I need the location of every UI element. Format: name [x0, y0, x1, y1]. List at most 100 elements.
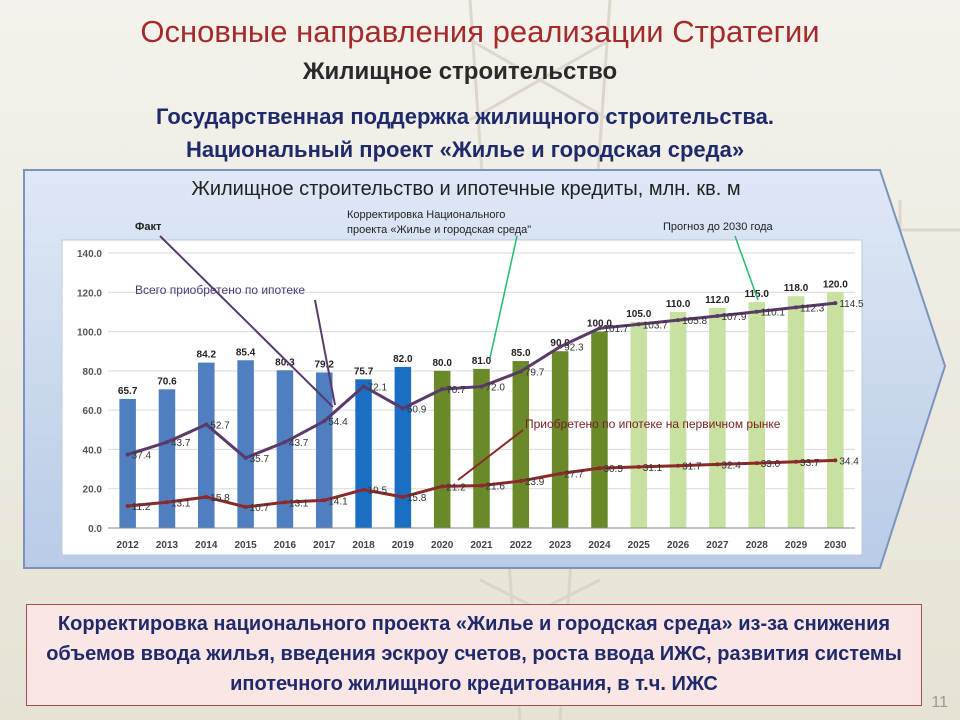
line-point [361, 487, 366, 492]
bar [355, 379, 372, 528]
x-tick-label: 2020 [431, 540, 454, 551]
line-point [754, 309, 759, 314]
x-tick-label: 2013 [156, 540, 179, 551]
line-point [636, 322, 641, 327]
slide-title: Основные направления реализации Стратеги… [140, 14, 820, 49]
line-value-label: 15.8 [407, 493, 427, 504]
line-value-label: 13.1 [289, 498, 309, 509]
line-value-label: 13.1 [171, 498, 191, 509]
line-point [794, 305, 799, 310]
bar-value-label: 90.0 [550, 338, 570, 349]
line-point [282, 440, 287, 445]
line-point [833, 301, 838, 306]
chart-annotations: Факт Корректировка Национального проекта «… [135, 209, 781, 481]
x-axis: 2012 2013 2014 2015 2016 2017 2018 2019 2020 2021… [108, 527, 855, 551]
heading-line-2: Национальный проект «Жилье и городская с… [185, 137, 745, 162]
bar-value-label: 84.2 [197, 350, 217, 361]
bar [315, 372, 333, 528]
bar-value-label: 100.0 [587, 319, 612, 330]
bar [198, 362, 215, 528]
line-value-label: 14.1 [328, 496, 348, 507]
x-tick-label: 2029 [785, 540, 808, 551]
x-tick-label: 2024 [588, 540, 611, 551]
line-value-label: 11.2 [132, 502, 151, 513]
line-point [479, 384, 484, 389]
bar-value-label: 65.7 [118, 386, 138, 397]
line-point [204, 494, 209, 499]
line-point [164, 440, 169, 445]
y-tick-label: 100.0 [77, 328, 102, 339]
line-value-label: 15.8 [210, 493, 230, 504]
x-tick-label: 2030 [824, 540, 847, 551]
x-tick-label: 2023 [549, 540, 572, 551]
x-tick-label: 2028 [746, 540, 769, 551]
line-point [361, 384, 366, 389]
bar-value-label: 120.0 [823, 279, 848, 290]
correction-annotation-line1: Корректировка Национального [347, 209, 505, 221]
bar [158, 389, 176, 528]
line-value-label: 31.7 [682, 462, 702, 473]
line-point [282, 500, 287, 505]
total-mortgage-series-label: Всего приобретено по ипотеке [135, 283, 305, 297]
line-point [833, 458, 838, 463]
line-value-label: 27.7 [564, 470, 584, 481]
line-point [715, 314, 720, 319]
x-tick-label: 2018 [352, 540, 375, 551]
line-point [518, 369, 523, 374]
line-point [243, 455, 248, 460]
line-point [400, 406, 405, 411]
x-tick-label: 2021 [470, 540, 493, 551]
y-tick-label: 120.0 [77, 288, 102, 299]
line-value-label: 52.7 [210, 420, 230, 431]
bar [512, 361, 530, 528]
x-tick-label: 2016 [274, 540, 297, 551]
page-number: 11 [931, 694, 948, 711]
bar-value-label: 80.3 [275, 357, 295, 368]
line-value-label: 30.5 [603, 464, 623, 475]
heading-line-1: Государственная поддержка жилищного стро… [156, 104, 774, 129]
forecast-annotation: Прогноз до 2030 года [663, 221, 774, 233]
bottom-note: Корректировка национального проекта «Жил… [26, 604, 922, 706]
line-point [794, 459, 799, 464]
line-point [479, 483, 484, 488]
line-point [676, 318, 681, 323]
bar-value-label: 112.0 [705, 295, 730, 306]
x-tick-label: 2025 [628, 540, 651, 551]
line-value-label: 31.1 [643, 463, 663, 474]
line-point [754, 461, 759, 466]
line-point [597, 466, 602, 471]
bar [669, 311, 687, 528]
x-tick-label: 2012 [117, 540, 140, 551]
y-tick-label: 20.0 [83, 485, 103, 496]
line-point [125, 452, 130, 457]
bar-value-label: 115.0 [744, 289, 769, 300]
y-tick-label: 80.0 [83, 367, 103, 378]
y-tick-label: 60.0 [83, 406, 103, 417]
bar-value-label: 85.0 [511, 348, 531, 359]
bar-value-label: 82.0 [393, 354, 413, 365]
line-point [558, 344, 563, 349]
fact-annotation: Факт [135, 221, 162, 233]
line-value-label: 105.8 [682, 316, 707, 327]
line-point [440, 387, 445, 392]
line-point [400, 494, 405, 499]
x-tick-label: 2015 [234, 540, 257, 551]
line-value-label: 107.9 [721, 312, 746, 323]
line-point [204, 422, 209, 427]
line-value-label: 112.3 [800, 303, 825, 314]
line-point [597, 326, 602, 331]
line-point [636, 464, 641, 469]
bar-value-label: 75.7 [354, 366, 374, 377]
x-tick-label: 2026 [667, 540, 690, 551]
line-value-label: 114.5 [839, 299, 864, 310]
bar-value-label: 118.0 [784, 283, 809, 294]
line-value-label: 70.7 [446, 385, 466, 396]
line-value-label: 37.4 [132, 451, 152, 462]
line-value-label: 35.7 [250, 454, 270, 465]
bar-value-label: 85.4 [236, 347, 256, 358]
primary-series-pointer-line [457, 429, 524, 481]
bar-value-label: 80.0 [432, 358, 452, 369]
line-value-label: 60.9 [407, 404, 427, 415]
line-point [125, 504, 130, 508]
